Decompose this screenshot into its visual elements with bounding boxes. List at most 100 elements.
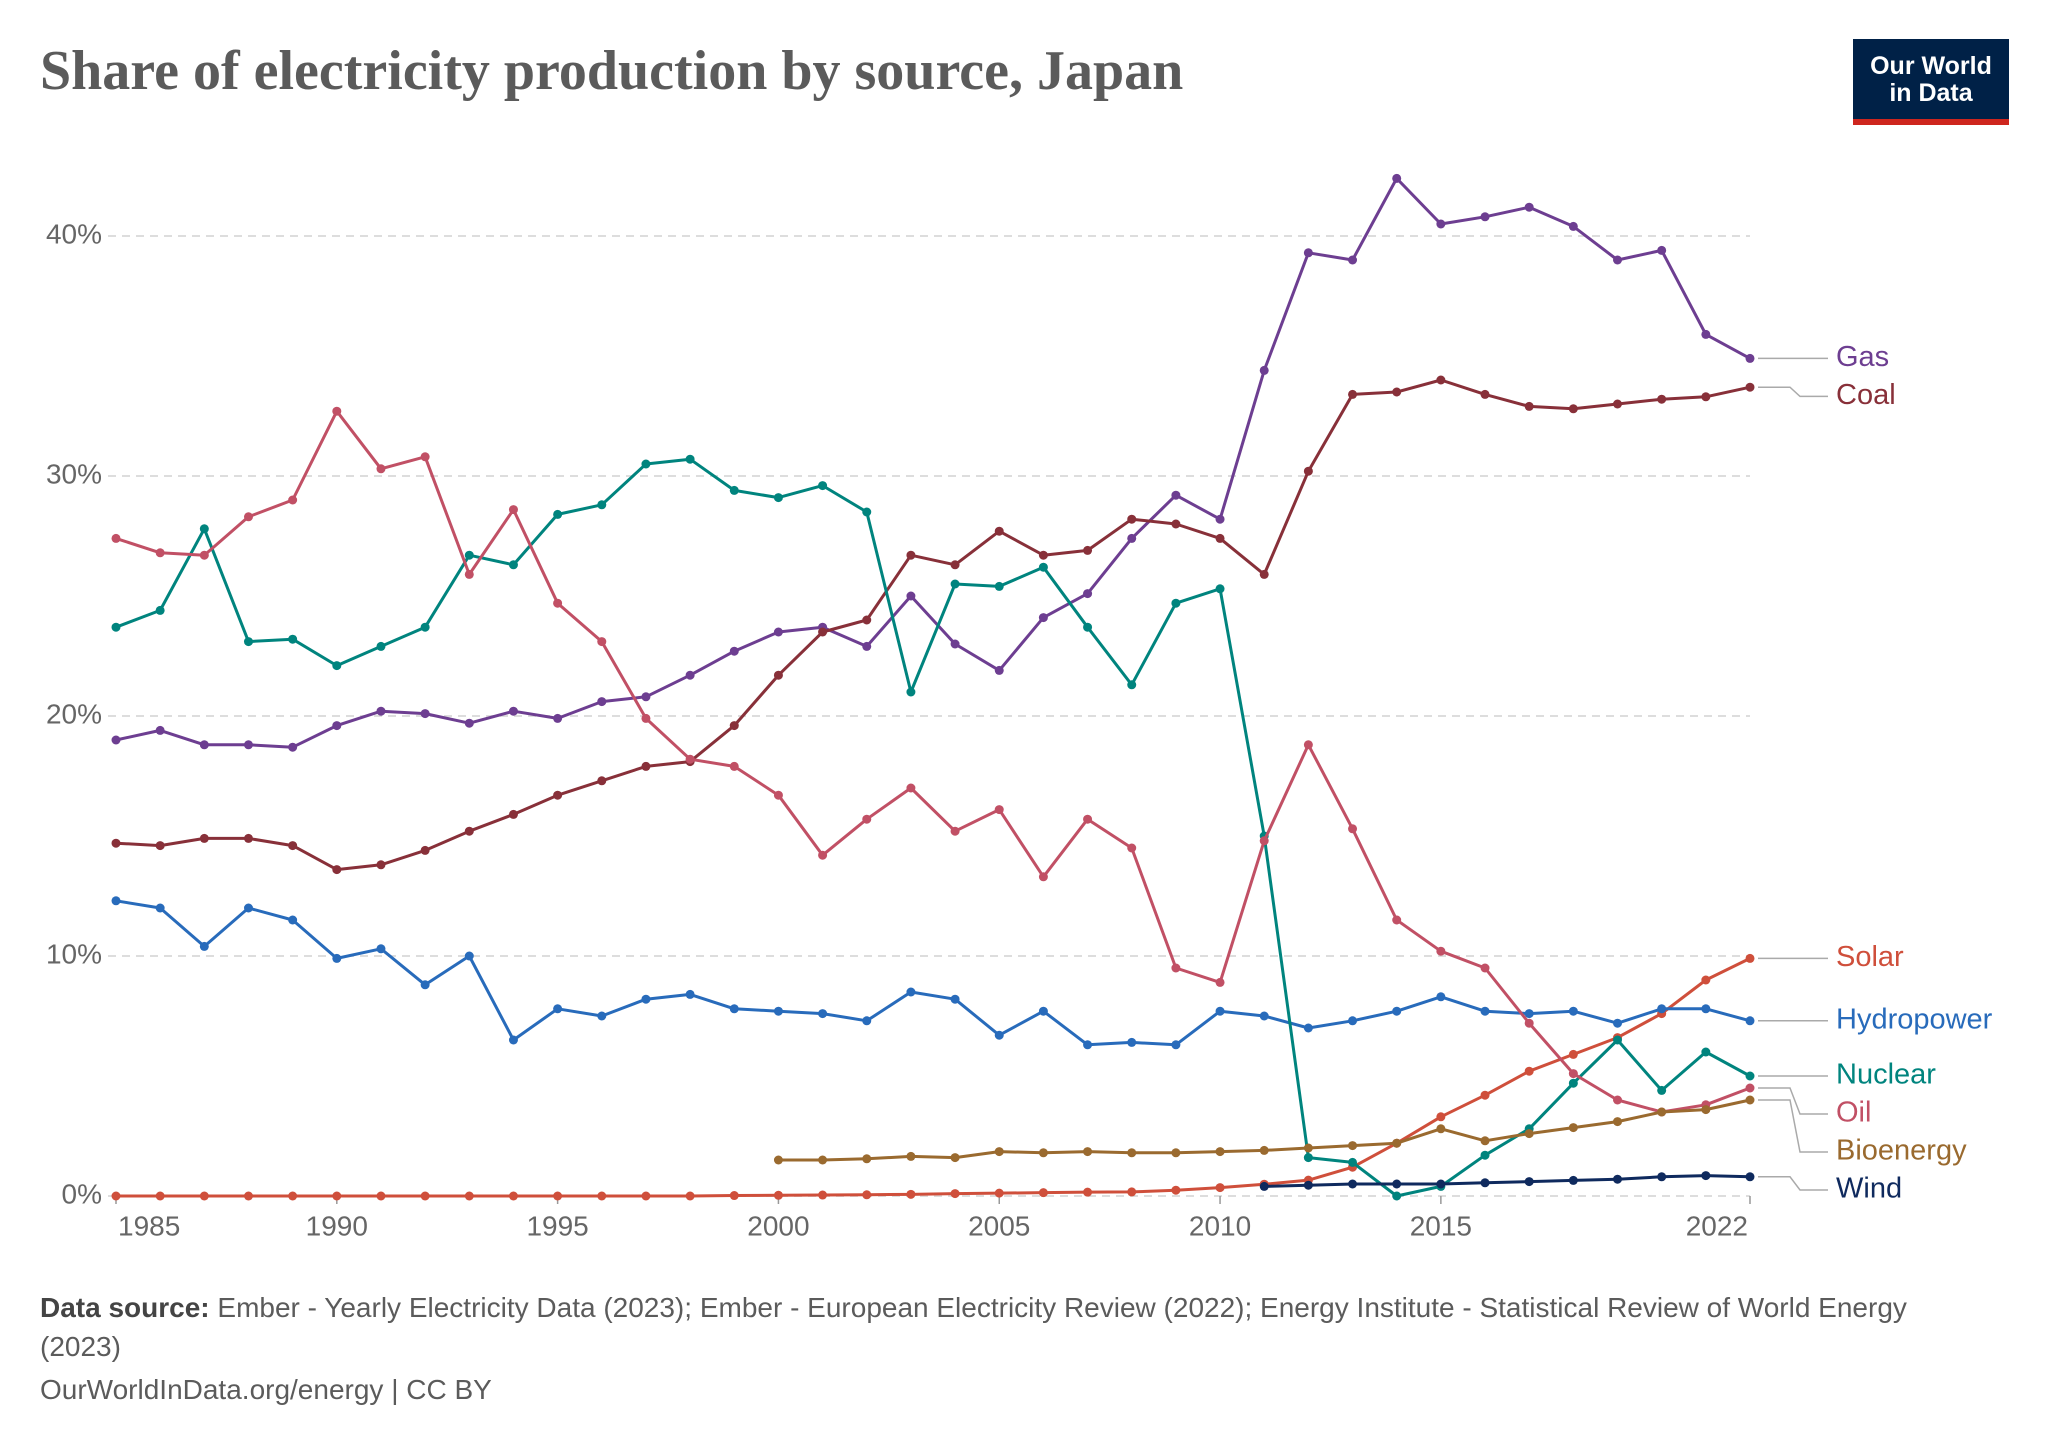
- data-point: [420, 709, 430, 719]
- data-point: [155, 1191, 165, 1201]
- data-point: [1568, 404, 1578, 414]
- data-point: [1436, 375, 1446, 385]
- data-point: [332, 406, 342, 416]
- data-point: [1215, 584, 1225, 594]
- data-point: [597, 500, 607, 510]
- data-point: [1568, 1049, 1578, 1059]
- data-point: [1127, 533, 1137, 543]
- data-point: [862, 1016, 872, 1026]
- data-point: [1657, 1172, 1667, 1182]
- data-point: [1568, 1006, 1578, 1016]
- label-connector: [1758, 1099, 1828, 1153]
- data-point: [862, 641, 872, 651]
- data-point: [1613, 1018, 1623, 1028]
- data-point: [862, 507, 872, 517]
- data-point: [1568, 1123, 1578, 1133]
- data-point: [1657, 1004, 1667, 1014]
- data-point: [950, 994, 960, 1004]
- data-point: [1701, 392, 1711, 402]
- data-point: [1348, 1016, 1358, 1026]
- data-point: [155, 903, 165, 913]
- data-point: [597, 697, 607, 707]
- data-point: [1701, 1047, 1711, 1057]
- data-point: [641, 994, 651, 1004]
- data-point: [1215, 1183, 1225, 1193]
- data-point: [1524, 401, 1534, 411]
- data-point: [376, 860, 386, 870]
- data-point: [862, 814, 872, 824]
- data-point: [464, 569, 474, 579]
- data-point: [1436, 1112, 1446, 1122]
- data-point: [773, 627, 783, 637]
- data-point: [1303, 1180, 1313, 1190]
- data-point: [1657, 1085, 1667, 1095]
- data-point: [464, 718, 474, 728]
- data-point: [288, 634, 298, 644]
- data-point: [1083, 1187, 1093, 1197]
- data-point: [994, 1030, 1004, 1040]
- chart: Share of electricity production by sourc…: [40, 40, 1993, 1242]
- data-point: [1171, 1040, 1181, 1050]
- data-point: [1701, 329, 1711, 339]
- data-point: [729, 721, 739, 731]
- data-point: [376, 706, 386, 716]
- data-point: [862, 615, 872, 625]
- data-point: [420, 1191, 430, 1201]
- data-point: [1568, 221, 1578, 231]
- data-point: [508, 809, 518, 819]
- data-point: [1657, 394, 1667, 404]
- label-connector: [1758, 1176, 1828, 1191]
- y-tick-label: 10%: [46, 938, 102, 969]
- data-point: [994, 526, 1004, 536]
- data-point: [1259, 836, 1269, 846]
- data-point: [1701, 975, 1711, 985]
- data-point: [1480, 212, 1490, 222]
- x-tick-label: 2015: [1410, 1210, 1472, 1241]
- data-point: [1657, 1107, 1667, 1117]
- data-point: [1303, 1153, 1313, 1163]
- data-point: [1524, 1066, 1534, 1076]
- label-connector: [1758, 1087, 1828, 1115]
- data-point: [288, 915, 298, 925]
- data-point: [1348, 389, 1358, 399]
- y-tick-label: 20%: [46, 698, 102, 729]
- series-label: Nuclear: [1836, 1059, 1936, 1091]
- data-point: [1259, 1011, 1269, 1021]
- data-point: [818, 627, 828, 637]
- data-point: [508, 505, 518, 515]
- data-point: [1613, 399, 1623, 409]
- data-point: [818, 1190, 828, 1200]
- data-point: [1745, 1083, 1755, 1093]
- data-point: [1303, 740, 1313, 750]
- data-point: [1259, 569, 1269, 579]
- data-point: [597, 1191, 607, 1201]
- data-point: [950, 639, 960, 649]
- x-tick-label: 2000: [747, 1210, 809, 1241]
- data-point: [1480, 389, 1490, 399]
- series-label: Oil: [1836, 1097, 1871, 1129]
- data-point: [420, 845, 430, 855]
- series-line: [116, 957, 1751, 1198]
- data-point: [1348, 255, 1358, 265]
- data-point: [1348, 1141, 1358, 1151]
- data-point: [818, 481, 828, 491]
- data-point: [1436, 992, 1446, 1002]
- x-tick-label: 1985: [118, 1210, 180, 1241]
- series-label: Hydropower: [1836, 1003, 1993, 1035]
- data-point: [1038, 1148, 1048, 1158]
- data-point: [155, 548, 165, 558]
- data-point: [508, 1191, 518, 1201]
- data-point: [1568, 1069, 1578, 1079]
- data-point: [1171, 1185, 1181, 1195]
- data-point: [950, 1153, 960, 1163]
- data-point: [1613, 1117, 1623, 1127]
- data-point: [685, 670, 695, 680]
- data-point: [1701, 1105, 1711, 1115]
- data-point: [1480, 1006, 1490, 1016]
- data-point: [1259, 1181, 1269, 1191]
- data-point: [773, 790, 783, 800]
- data-point: [994, 665, 1004, 675]
- y-tick-label: 30%: [46, 458, 102, 489]
- data-point: [1392, 387, 1402, 397]
- data-point: [641, 459, 651, 469]
